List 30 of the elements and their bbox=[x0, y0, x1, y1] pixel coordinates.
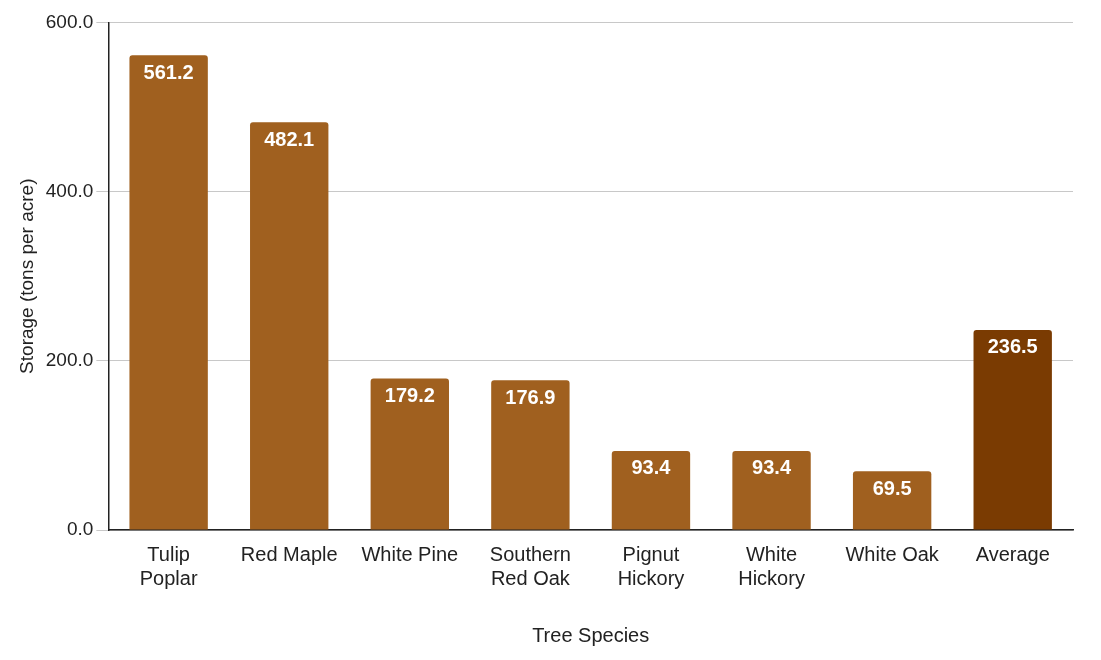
y-tick-label: 600.0 bbox=[45, 10, 94, 32]
data-label: 561.2 bbox=[143, 60, 194, 83]
x-tick-label: Pignut Hickory bbox=[617, 542, 685, 589]
bar bbox=[129, 55, 208, 530]
x-tick-label: Red Maple bbox=[240, 542, 338, 565]
bar bbox=[250, 122, 329, 530]
bar bbox=[973, 329, 1052, 530]
bar bbox=[852, 471, 932, 530]
x-tick-label: White Oak bbox=[845, 542, 940, 565]
x-tick-label: Southern Red Oak bbox=[489, 542, 571, 589]
data-label: 69.5 bbox=[872, 476, 912, 499]
bar bbox=[611, 450, 691, 530]
data-label: 179.2 bbox=[384, 383, 435, 406]
x-tick-label: White Pine bbox=[361, 542, 459, 565]
x-tick-label: Tulip Poplar bbox=[139, 542, 198, 589]
x-axis-title: Tree Species bbox=[532, 623, 650, 646]
x-tick-label: Average bbox=[975, 542, 1050, 565]
y-tick-label: 200.0 bbox=[45, 349, 94, 371]
y-axis-title: Storage (tons per acre) bbox=[15, 178, 37, 374]
data-label: 236.5 bbox=[987, 335, 1038, 358]
x-tick-label: White Hickory bbox=[738, 542, 805, 589]
y-tick-label: 0.0 bbox=[66, 518, 94, 540]
data-label: 176.9 bbox=[505, 385, 556, 408]
y-tick-label: 400.0 bbox=[45, 179, 94, 201]
data-label: 93.4 bbox=[752, 456, 792, 479]
data-label: 93.4 bbox=[631, 456, 672, 479]
data-label: 482.1 bbox=[264, 127, 315, 150]
bar bbox=[491, 380, 570, 530]
bar bbox=[732, 450, 811, 530]
bar bbox=[370, 378, 449, 530]
